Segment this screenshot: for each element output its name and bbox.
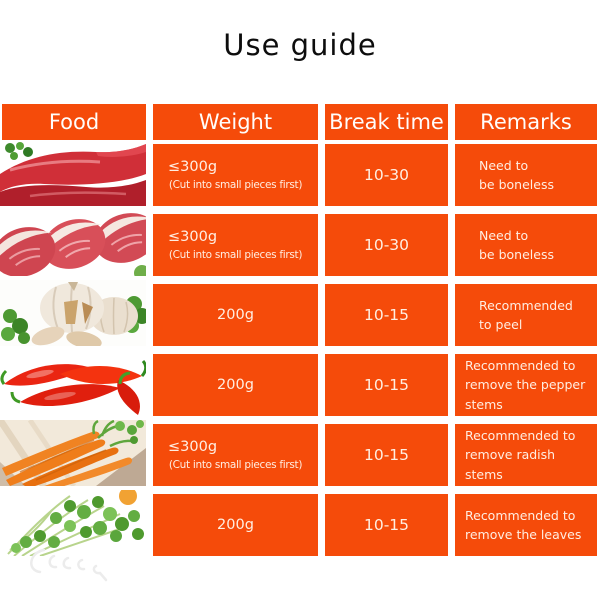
weight-value: 200g <box>217 377 254 393</box>
remarks-cell: Need to be boneless <box>455 214 597 276</box>
header-weight: Weight <box>153 104 318 140</box>
header-food: Food <box>2 104 146 140</box>
weight-value: 200g <box>217 517 254 533</box>
table-row: 200g 10-15 Recommended to peel <box>0 280 600 350</box>
remarks-cell: Recommended to remove the leaves <box>455 494 597 556</box>
red-chili-peppers-image <box>0 350 146 416</box>
watermark-scribble <box>20 540 150 589</box>
carrots-image <box>0 420 146 486</box>
remarks-cell: Recommended to remove the pepper stems <box>455 354 597 416</box>
table-row: 200g 10-15 Recommended to remove the lea… <box>0 490 600 560</box>
break-time-cell: 10-15 <box>325 284 448 346</box>
weight-value: ≤300g <box>168 229 218 245</box>
break-time-cell: 10-15 <box>325 424 448 486</box>
page-title: Use guide <box>223 28 377 62</box>
weight-cell: ≤300g (Cut into small pieces first) <box>153 214 318 276</box>
raw-beef-image <box>0 140 146 206</box>
table-header-row: Food Weight Break time Remarks <box>0 104 600 140</box>
weight-cell: 200g <box>153 354 318 416</box>
weight-cell: 200g <box>153 284 318 346</box>
weight-note: (Cut into small pieces first) <box>168 179 303 191</box>
weight-note: (Cut into small pieces first) <box>168 249 303 261</box>
pork-chop-slices-image <box>0 210 146 276</box>
remarks-cell: Recommended to peel <box>455 284 597 346</box>
break-time-cell: 10-30 <box>325 144 448 206</box>
weight-cell: ≤300g (Cut into small pieces first) <box>153 424 318 486</box>
header-remarks: Remarks <box>455 104 597 140</box>
table-row: ≤300g (Cut into small pieces first) 10-3… <box>0 140 600 210</box>
remarks-cell: Need to be boneless <box>455 144 597 206</box>
table-body: ≤300g (Cut into small pieces first) 10-3… <box>0 140 600 560</box>
garlic-image <box>0 280 146 346</box>
break-time-cell: 10-15 <box>325 354 448 416</box>
break-time-cell: 10-30 <box>325 214 448 276</box>
weight-cell: 200g <box>153 494 318 556</box>
weight-value: 200g <box>217 307 254 323</box>
weight-cell: ≤300g (Cut into small pieces first) <box>153 144 318 206</box>
weight-note: (Cut into small pieces first) <box>168 459 303 471</box>
weight-value: ≤300g <box>168 159 218 175</box>
break-time-cell: 10-15 <box>325 494 448 556</box>
cilantro-greens-image <box>0 490 146 556</box>
table-row: ≤300g (Cut into small pieces first) 10-3… <box>0 210 600 280</box>
table-row: ≤300g (Cut into small pieces first) 10-1… <box>0 420 600 490</box>
remarks-cell: Recommended to remove radish stems <box>455 424 597 486</box>
table-row: 200g 10-15 Recommended to remove the pep… <box>0 350 600 420</box>
header-break-time: Break time <box>325 104 448 140</box>
weight-value: ≤300g <box>168 439 218 455</box>
